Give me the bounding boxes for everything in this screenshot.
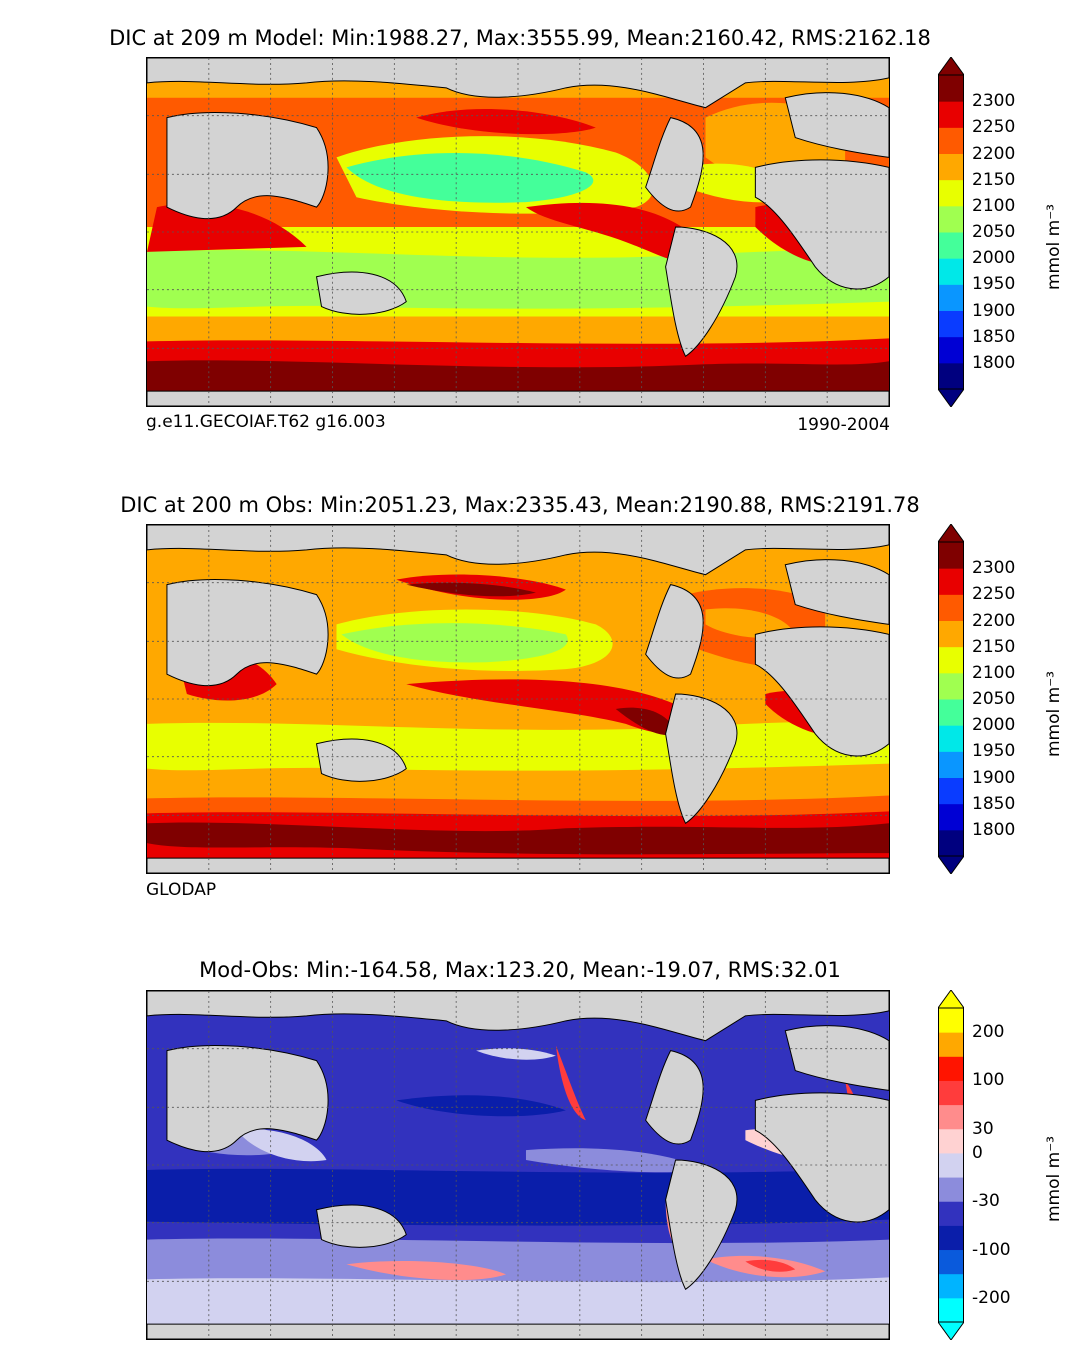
colorbar-tick-label: 2150 [972, 169, 1016, 190]
colorbar-tick-label: -200 [972, 1287, 1011, 1308]
colorbar-segment [938, 725, 964, 752]
colorbar-segment [938, 1032, 964, 1057]
colorbar-extend-max [938, 57, 964, 76]
colorbar-segment [938, 258, 964, 285]
colorbar-segment [938, 699, 964, 726]
colorbar-segment [938, 646, 964, 674]
panel2-source-label: GLODAP [146, 880, 217, 900]
colorbar-segment [938, 594, 964, 621]
colorbar-tick-label: 2000 [972, 248, 1016, 269]
colorbar-segment [938, 153, 964, 181]
colorbar-extend-max [938, 990, 964, 1009]
colorbar-segment [938, 1249, 964, 1275]
colorbar-tick-label: 2150 [972, 636, 1016, 657]
colorbar-segment [938, 310, 964, 338]
colorbar-segment [938, 829, 964, 857]
colorbar-tick-label: 2300 [972, 558, 1016, 579]
colorbar-segment [938, 672, 964, 700]
colorbar-tick-label: 2250 [972, 584, 1016, 605]
panel1-colorbar-units: mmol m⁻³ [1044, 204, 1064, 290]
colorbar-segment [938, 1056, 964, 1081]
panel2-colorbar [938, 524, 964, 874]
panel3-colorbar-units: mmol m⁻³ [1044, 1136, 1064, 1222]
colorbar-segment [938, 1128, 964, 1154]
colorbar-extend-min [938, 388, 964, 407]
panel1-colorbar [938, 57, 964, 407]
colorbar-segment [938, 542, 964, 569]
colorbar-tick-label: 1950 [972, 274, 1016, 295]
colorbar-tick-label: 200 [972, 1022, 1005, 1043]
colorbar-extend-max [938, 524, 964, 543]
panel3-title: Mod-Obs: Min:-164.58, Max:123.20, Mean:-… [199, 958, 841, 982]
colorbar-tick-label: 2200 [972, 143, 1016, 164]
panel1-map [146, 57, 890, 407]
colorbar-segment [938, 620, 964, 648]
colorbar-segment [938, 803, 964, 831]
colorbar-tick-label: 100 [972, 1070, 1005, 1091]
colorbar-segment [938, 1225, 964, 1251]
colorbar-tick-label: 30 [972, 1118, 994, 1139]
colorbar-tick-label: 2100 [972, 662, 1016, 683]
colorbar-segment [938, 336, 964, 364]
colorbar-tick-label: -100 [972, 1239, 1011, 1260]
panel2-colorbar-units: mmol m⁻³ [1044, 671, 1064, 757]
colorbar-segment [938, 362, 964, 390]
colorbar-tick-label: 1900 [972, 767, 1016, 788]
panel1-title: DIC at 209 m Model: Min:1988.27, Max:355… [109, 26, 931, 50]
panel1-date-label: 1990-2004 [797, 415, 890, 435]
colorbar-tick-label: 1900 [972, 300, 1016, 321]
colorbar-segment [938, 1201, 964, 1226]
colorbar-frame [938, 74, 964, 390]
colorbar-tick-label: 2050 [972, 689, 1016, 709]
colorbar-tick-label: 1950 [972, 741, 1016, 762]
colorbar-tick-label: 1850 [972, 326, 1016, 347]
colorbar-segment [938, 1297, 964, 1323]
colorbar-segment [938, 205, 964, 233]
colorbar-segment [938, 1104, 964, 1130]
panel2-title: DIC at 200 m Obs: Min:2051.23, Max:2335.… [120, 493, 920, 517]
panel1-case-label: g.e11.GECOIAF.T62 g16.003 [146, 412, 386, 432]
colorbar-tick-label: 2000 [972, 715, 1016, 736]
colorbar-segment [938, 101, 964, 128]
colorbar-segment [938, 777, 964, 805]
colorbar-frame [938, 1007, 964, 1323]
colorbar-segment [938, 1273, 964, 1299]
colorbar-extend-min [938, 1321, 964, 1340]
colorbar-extend-min [938, 855, 964, 874]
panel3-map [146, 990, 890, 1340]
colorbar-segment [938, 127, 964, 154]
colorbar-frame [938, 541, 964, 857]
colorbar-segment [938, 1080, 964, 1106]
colorbar-tick-label: 0 [972, 1142, 983, 1163]
colorbar-segment [938, 568, 964, 595]
colorbar-tick-label: 2100 [972, 195, 1016, 216]
colorbar-tick-label: 1800 [972, 819, 1016, 840]
colorbar-segment [938, 1008, 964, 1033]
panel3-colorbar [938, 990, 964, 1340]
colorbar-tick-label: 2300 [972, 91, 1016, 112]
colorbar-tick-label: 1800 [972, 352, 1016, 373]
colorbar-tick-label: 1850 [972, 793, 1016, 814]
colorbar-segment [938, 284, 964, 311]
colorbar-tick-label: -30 [972, 1191, 1000, 1212]
colorbar-tick-label: 2050 [972, 222, 1016, 242]
colorbar-tick-label: 2200 [972, 610, 1016, 631]
colorbar-segment [938, 1177, 964, 1202]
panel2-map [146, 524, 890, 874]
colorbar-segment [938, 75, 964, 102]
colorbar-segment [938, 1152, 964, 1178]
colorbar-tick-label: 2250 [972, 117, 1016, 138]
colorbar-segment [938, 232, 964, 259]
colorbar-segment [938, 751, 964, 778]
colorbar-segment [938, 179, 964, 207]
